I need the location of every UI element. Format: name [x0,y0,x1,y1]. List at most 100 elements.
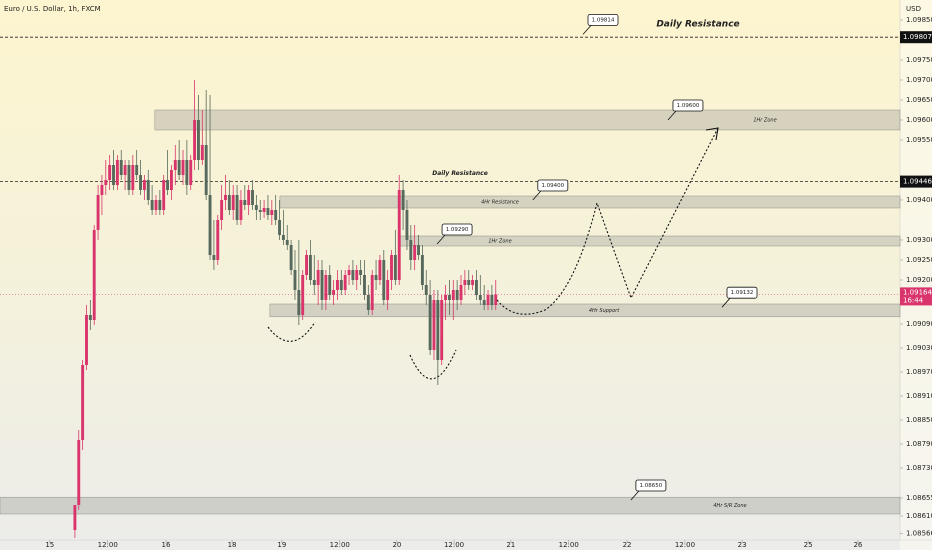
y-tick-label: 1.09600 [906,116,932,124]
candle-body [197,120,200,160]
y-tick-label: 1.09400 [906,196,932,204]
candle-body [343,275,347,290]
axes: 1.09850 1.09750 1.09700 1.09650 1.09600 1.095… [45,16,932,549]
candle-body [193,120,197,160]
candle-body [254,205,258,210]
y-tick-label: 1.08610 [906,512,932,520]
x-tick-label: 23 [738,541,747,549]
y-tick-label: 1.09200 [906,276,932,284]
candle-body [100,185,104,195]
candle-body [166,180,170,190]
zone-label: 1Hr Zone [488,239,511,245]
candle-body [200,145,204,160]
arc-drawing [267,321,316,342]
candle-body [336,280,339,290]
candle-body [142,180,146,190]
candle-body [374,275,378,280]
candle-body [181,160,185,175]
candle-body [162,180,166,210]
zone [154,109,901,131]
callout-pointer [721,297,731,308]
candle-body [463,280,467,285]
last-price-label: 1.09164 [903,288,932,296]
candle-body [108,165,112,180]
candle-body [471,280,475,285]
candle-body [393,255,397,280]
y-tick-label: 1.08655 [906,494,932,502]
y-tick-label: 1.09300 [906,236,932,244]
candle-body [405,210,409,240]
x-tick-label: 12:00 [444,541,464,549]
candle-body [436,300,440,360]
candle-body [486,295,490,305]
candle-body [77,440,81,505]
y-tick-label: 1.09850 [906,16,932,24]
candle-body [390,255,393,280]
level-price-box [900,175,932,188]
candle-body [382,260,386,300]
candle-body [247,190,251,205]
y-tick-label: 1.08730 [906,464,932,472]
x-tick-label: 12:00 [559,541,579,549]
candle-body [312,280,316,285]
candle-body [204,145,208,195]
candle-body [281,235,285,240]
levels: Daily Resistance 1.09807 Daily Resistance 1… [0,20,932,306]
candle-body [96,195,100,230]
candle-body [297,290,301,315]
zone [0,496,901,515]
x-tick-label: 26 [853,541,862,549]
y-tick-label: 1.08970 [906,368,932,376]
candle-body [447,295,451,300]
callout-label: 1.09600 [677,103,700,109]
candle-body [189,160,193,185]
x-tick-label: 20 [392,541,401,549]
callout-box [441,223,473,236]
candle-body [112,165,115,185]
candle-body [494,294,498,305]
x-tick-label: 21 [506,541,515,549]
candle-body [413,245,417,260]
candle-body [359,270,363,275]
candle-body [119,160,123,175]
candle-body [455,290,459,300]
candle-body [139,175,142,190]
candle-body [301,275,305,315]
candle-body [92,230,96,320]
currency: USD [906,5,921,13]
candle-body [177,160,181,175]
x-tick-label: 22 [623,541,632,549]
last-price-box [900,287,932,306]
zone-label: 4Hr Resistance [481,200,519,206]
candle-body [428,295,432,350]
candle-body [363,275,366,295]
candle-body [370,275,374,310]
candle-body [417,245,420,255]
candle-body [305,255,309,275]
candle-body [81,365,85,440]
y-tick-label: 1.09650 [906,96,932,104]
candle-body [85,315,88,365]
level-price-label: 1.09807 [903,33,932,41]
callout-pointer [436,234,446,245]
candle-body [432,300,436,350]
x-tick-label: 12:00 [675,541,695,549]
y-tick-label: 1.09550 [906,136,932,144]
x-tick-label: 25 [804,541,813,549]
callout-box [726,286,758,299]
projection-arrow [705,127,719,141]
candle-body [316,270,320,285]
candle-body [115,160,119,185]
y-tick-label: 1.09030 [906,344,932,352]
candle-body [212,255,216,260]
candle-body [146,180,150,200]
candle-body [355,270,359,280]
candle-body [386,280,390,300]
callout-label: 1.09290 [446,227,469,233]
callout-label: 1.08650 [640,483,663,489]
candle-body [231,195,235,210]
y-tick-label: 1.09700 [906,76,932,84]
candle-body [73,505,77,530]
callout-box [672,99,704,112]
candle-body [274,210,278,220]
